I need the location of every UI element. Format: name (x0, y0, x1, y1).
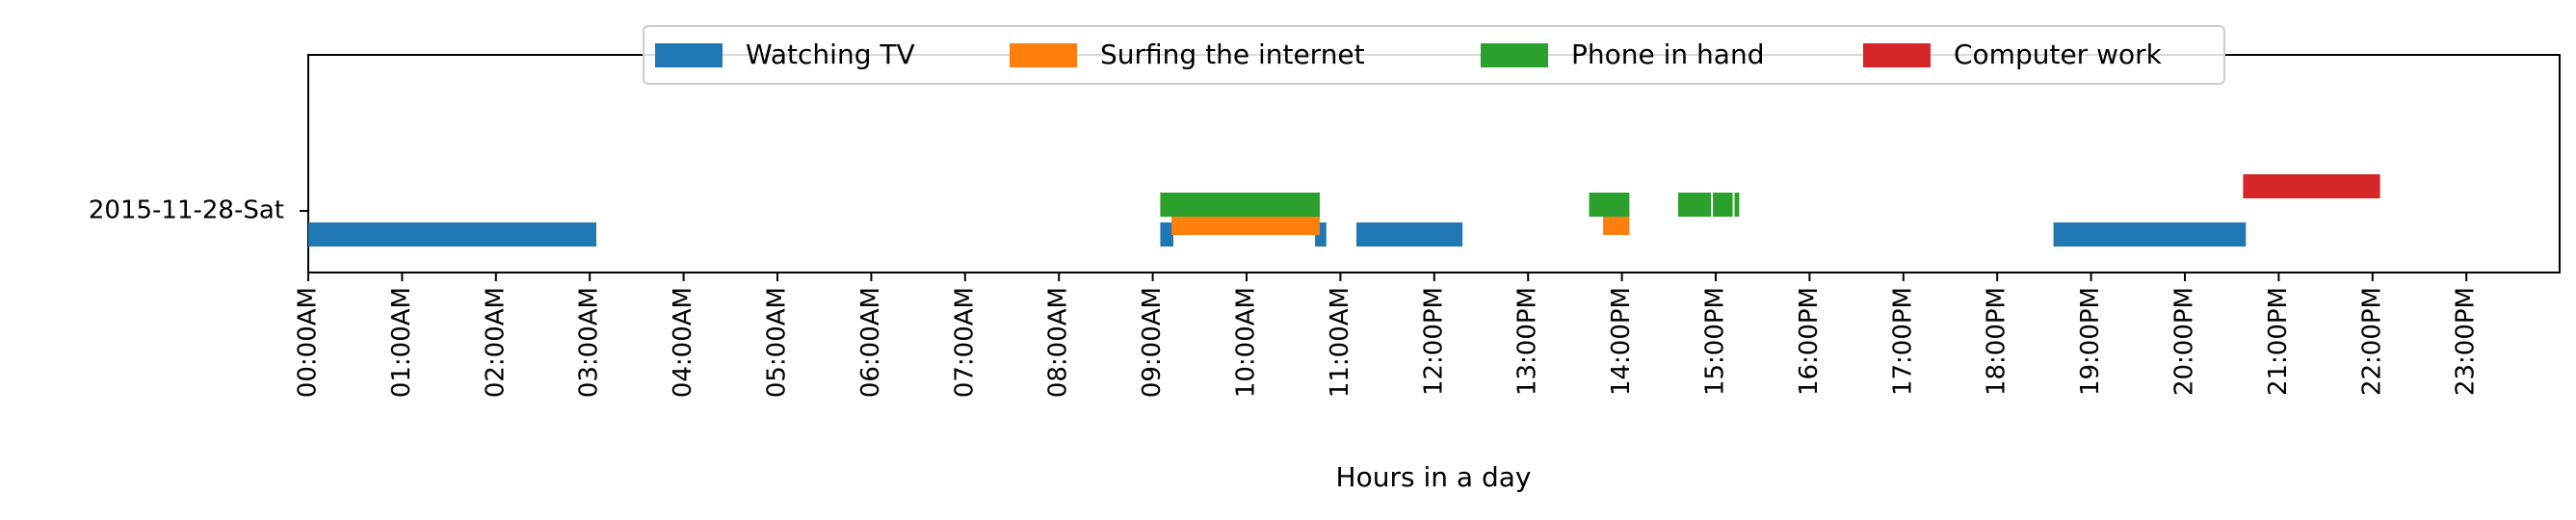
x-tick-label: 14:00PM (1607, 287, 1636, 396)
y-tick-label: 2015-11-28-Sat (89, 196, 284, 225)
x-tick-label: 11:00AM (1326, 287, 1354, 398)
x-tick-label: 22:00PM (2357, 287, 2386, 396)
x-tick-label: 09:00AM (1138, 287, 1167, 398)
bar-phone-in-hand (1589, 193, 1630, 217)
x-tick-label: 00:00AM (294, 287, 323, 398)
bar-phone-in-hand (1678, 193, 1712, 217)
bar-watching-tv (308, 222, 596, 247)
legend-swatch (1863, 43, 1931, 67)
legend-label: Watching TV (746, 39, 915, 70)
x-tick-label: 08:00AM (1044, 287, 1073, 398)
bar-phone-in-hand (1734, 193, 1740, 217)
legend-label: Surfing the internet (1100, 39, 1365, 70)
bar-computer-work (2243, 174, 2380, 198)
y-axis: 2015-11-28-Sat (89, 196, 308, 225)
x-tick-label: 13:00PM (1513, 287, 1542, 396)
x-tick-label: 10:00AM (1232, 287, 1261, 398)
bar-watching-tv (1315, 222, 1327, 247)
bar-phone-in-hand (1713, 193, 1733, 217)
x-tick-label: 18:00PM (1983, 287, 2011, 396)
x-tick-label: 02:00AM (481, 287, 510, 398)
x-tick-label: 07:00AM (950, 287, 979, 398)
legend-swatch (1010, 43, 1077, 67)
x-tick-label: 15:00PM (1701, 287, 1730, 396)
legend-frame (643, 25, 2225, 85)
x-axis-label: Hours in a day (1336, 461, 1532, 493)
x-tick-label: 04:00AM (669, 287, 697, 398)
x-tick-label: 21:00PM (2264, 287, 2293, 396)
legend-swatch (655, 43, 723, 67)
x-tick-label: 03:00AM (575, 287, 604, 398)
x-tick-label: 01:00AM (387, 287, 416, 398)
legend-label: Computer work (1954, 39, 2163, 70)
bar-watching-tv (1356, 222, 1463, 247)
legend: Watching TV Surfing the internet Phone in … (643, 25, 2225, 85)
x-tick-label: 20:00PM (2170, 287, 2199, 396)
x-tick-label: 23:00PM (2452, 287, 2481, 396)
x-tick-label: 19:00PM (2076, 287, 2105, 396)
x-tick-label: 05:00AM (763, 287, 792, 398)
bars-group (308, 174, 2380, 247)
x-tick-label: 16:00PM (1795, 287, 1824, 396)
x-tick-label: 17:00PM (1888, 287, 1917, 396)
x-tick-label: 06:00AM (856, 287, 885, 398)
x-tick-label: 12:00PM (1419, 287, 1448, 396)
legend-swatch (1481, 43, 1548, 67)
legend-label: Phone in hand (1571, 39, 1764, 70)
bar-watching-tv (2053, 222, 2247, 247)
x-axis: 00:00AM 01:00AM 02:00AM 03:00AM 04:00AM 05:00… (294, 273, 2481, 398)
bar-watching-tv (1160, 222, 1173, 247)
bar-phone-in-hand (1160, 193, 1320, 217)
